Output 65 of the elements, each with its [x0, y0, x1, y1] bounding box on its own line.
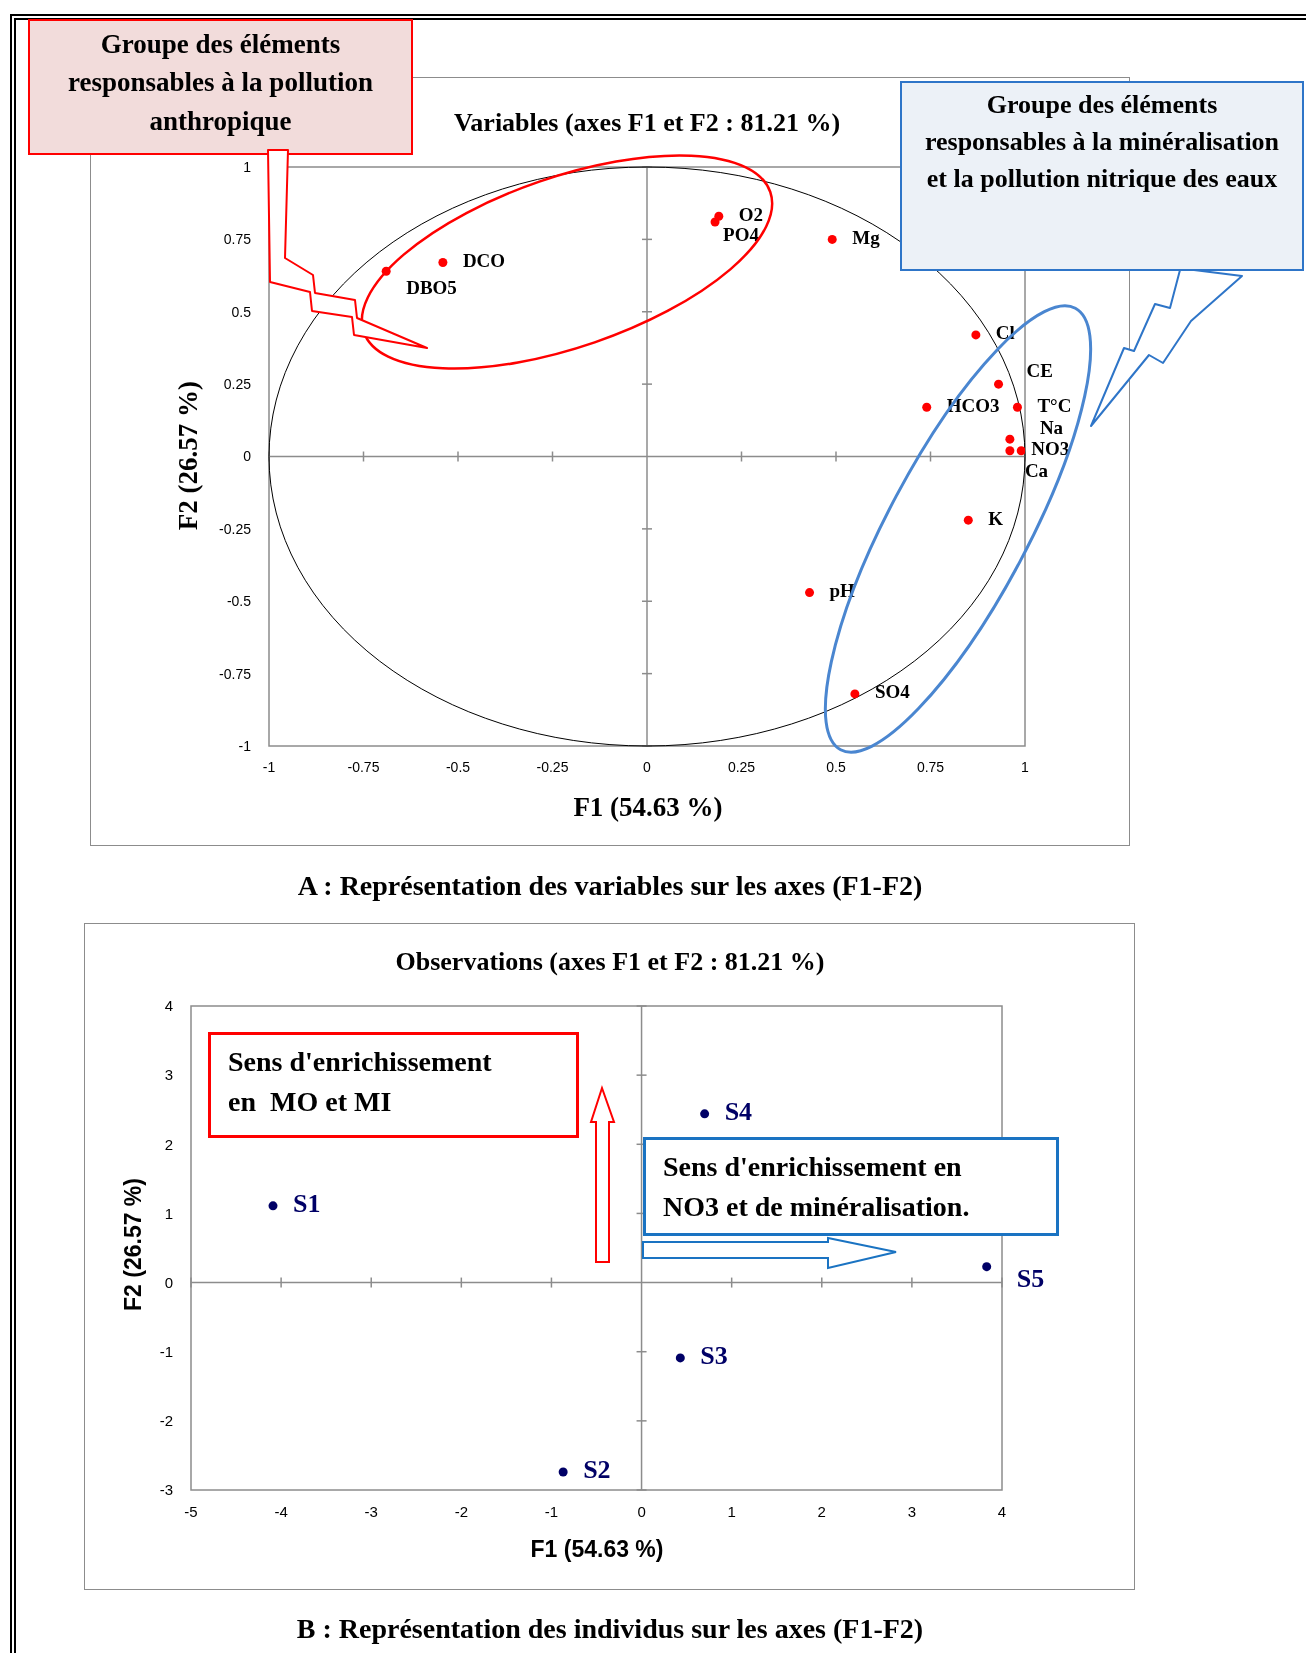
y-tick-label: -3 — [159, 1481, 173, 1499]
series-label: Cl — [995, 322, 1015, 344]
y-tick-label: -0.25 — [219, 520, 252, 537]
x-tick-label: -0.75 — [347, 758, 380, 775]
series-label: SO4 — [874, 681, 911, 703]
y-tick-label: 0.25 — [223, 376, 252, 393]
x-tick-label: -4 — [274, 1502, 288, 1520]
y-tick-label: 3 — [164, 1066, 173, 1084]
y-tick-label: -2 — [159, 1412, 173, 1430]
x-tick-label: -5 — [184, 1502, 198, 1520]
x-tick-label: 0.25 — [727, 758, 756, 775]
annotation: Sens d'enrichissement en MO et MI — [227, 1045, 493, 1119]
series-label: O2 — [738, 203, 764, 225]
series-label: Mg — [852, 226, 881, 248]
series-label: S2 — [583, 1454, 611, 1484]
series-label: DBO5 — [406, 276, 457, 298]
y-tick-label: 0 — [164, 1273, 173, 1291]
x-axis-title: F1 (54.63 %) — [529, 1536, 665, 1563]
text: Groupe des éléments responsables à la pollution anthropique — [67, 28, 374, 138]
series-label: Na — [1039, 417, 1064, 439]
series-label: S5 — [1016, 1263, 1045, 1293]
series-label: CE — [1026, 360, 1053, 382]
y-tick-label: 4 — [164, 997, 173, 1015]
y-tick-label: -1 — [159, 1343, 173, 1361]
series-label: S4 — [724, 1096, 753, 1126]
x-tick-label: -1 — [544, 1502, 559, 1520]
x-tick-label: -1 — [262, 758, 276, 775]
series-label: NO3 — [1031, 438, 1070, 460]
annotation: Groupe des éléments responsables à la minéralisation et la pollution nitrique des eaux — [923, 89, 1281, 195]
y-tick-label: 0 — [243, 448, 252, 465]
x-axis-title: F1 (54.63 %) — [572, 792, 724, 823]
x-tick-label: 1 — [1021, 758, 1030, 775]
x-tick-label: 0.5 — [826, 758, 846, 775]
x-tick-label: -0.5 — [445, 758, 471, 775]
series-label: Ca — [1024, 460, 1049, 482]
y-axis-title: F2 (26.57 %) — [172, 379, 204, 532]
series-label: T°C — [1037, 394, 1072, 416]
x-tick-label: 3 — [907, 1502, 917, 1520]
x-tick-label: 0.75 — [916, 758, 945, 775]
y-tick-label: 0.75 — [223, 231, 252, 248]
x-tick-label: -0.25 — [536, 758, 569, 775]
x-tick-label: -3 — [364, 1502, 378, 1520]
y-tick-label: -1 — [238, 737, 252, 754]
y-axis-title: F2 (26.57 %) — [119, 1177, 147, 1313]
series-label: S3 — [700, 1340, 728, 1370]
chart-title: Variables (axes F1 et F2 : 81.21 %) — [453, 108, 841, 137]
text: A : Représentation des variables sur les axes (F1-F2) — [296, 870, 924, 902]
series-label: DCO — [462, 249, 506, 271]
x-tick-label: 4 — [997, 1502, 1007, 1520]
y-tick-label: 0.5 — [231, 303, 252, 320]
series-label: K — [988, 507, 1004, 529]
series-label: S1 — [293, 1188, 321, 1218]
y-tick-label: -0.5 — [226, 593, 252, 610]
x-tick-label: 0 — [643, 758, 652, 775]
x-tick-label: 1 — [727, 1502, 736, 1520]
x-tick-label: 2 — [817, 1502, 826, 1520]
y-tick-label: -0.75 — [219, 665, 252, 682]
text: B : Représentation des individus sur les axes (F1-F2) — [295, 1613, 925, 1645]
y-tick-label: 1 — [243, 158, 252, 175]
chart-title: Observations (axes F1 et F2 : 81.21 %) — [394, 947, 826, 977]
x-tick-label: 0 — [637, 1502, 646, 1520]
y-tick-label: 1 — [164, 1204, 173, 1222]
y-tick-label: 2 — [164, 1135, 173, 1153]
x-tick-label: -2 — [454, 1502, 469, 1520]
series-label: PO4 — [723, 224, 760, 246]
